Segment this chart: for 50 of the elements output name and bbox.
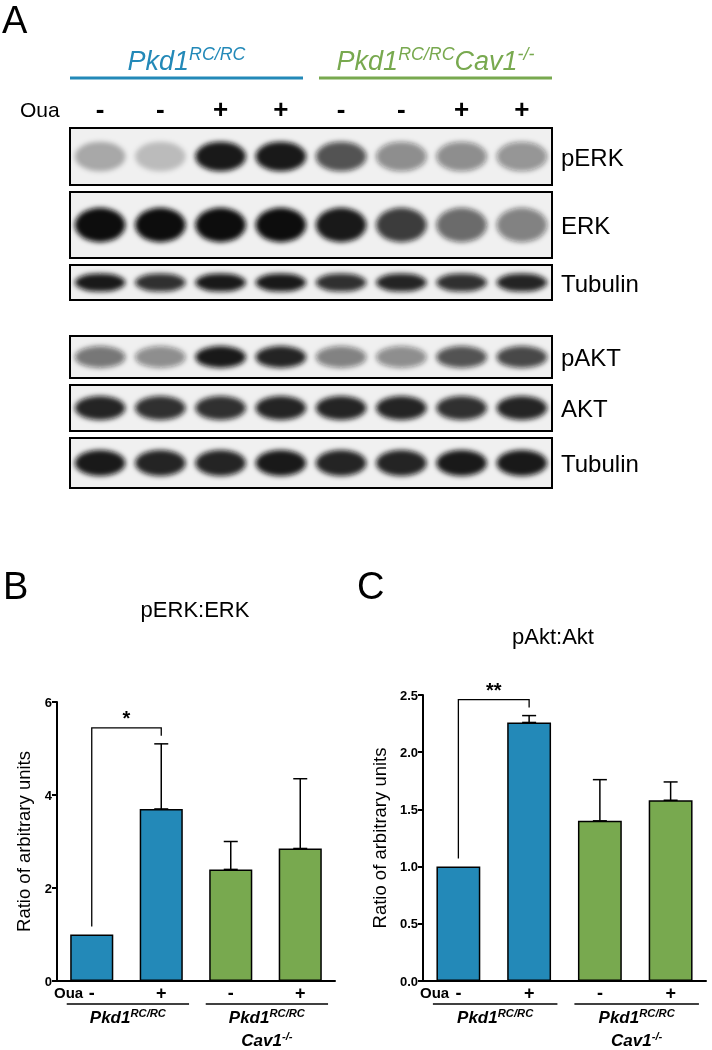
y-tick-label: 2 bbox=[44, 880, 52, 896]
x-axis-title: Oua bbox=[420, 984, 450, 1001]
y-tick-label: 0 bbox=[44, 973, 52, 989]
category-label: - bbox=[336, 94, 346, 124]
chart-title: pERK:ERK bbox=[140, 596, 250, 622]
y-axis-title: Ratio of arbitrary units bbox=[369, 747, 391, 929]
annotation: ** bbox=[485, 678, 502, 701]
category-label: AKT bbox=[561, 394, 608, 422]
y-tick-label: 1.0 bbox=[399, 859, 418, 875]
series-label: Pkd1$^{RC/RC}$ Cav1$^{-/-}$ bbox=[598, 1006, 676, 1050]
series-label: Pkd1$^{RC/RC}$ Cav1$^{-/-}$ bbox=[228, 1006, 306, 1050]
category-label: pAKT bbox=[561, 343, 622, 371]
category-label: - bbox=[95, 94, 105, 124]
category-label: Tubulin bbox=[561, 269, 639, 296]
x-tick-label: - bbox=[455, 983, 462, 1003]
y-tick-label: 4 bbox=[44, 787, 53, 803]
x-axis-title: Oua bbox=[54, 984, 84, 1001]
x-tick-label: + bbox=[294, 983, 306, 1003]
y-tick-label: 6 bbox=[44, 694, 52, 710]
text: A bbox=[2, 0, 28, 41]
chart-title: pAkt:Akt bbox=[512, 623, 594, 649]
x-tick-label: + bbox=[155, 983, 167, 1003]
y-tick-label: 2.5 bbox=[399, 687, 418, 703]
y-tick-label: 2.0 bbox=[399, 744, 418, 760]
category-label: pERK bbox=[561, 143, 624, 170]
text: Pkd1$^{RC/RC}$ bbox=[127, 43, 246, 76]
annotation: * bbox=[122, 706, 131, 729]
category-label: + bbox=[273, 94, 289, 124]
x-tick-label: - bbox=[88, 983, 95, 1003]
category-label: Tubulin bbox=[561, 449, 639, 477]
x-tick-label: + bbox=[665, 983, 676, 1003]
series-label: Pkd1$^{RC/RC}$ bbox=[89, 1006, 167, 1027]
y-tick-label: 0.0 bbox=[399, 973, 418, 989]
x-tick-label: - bbox=[227, 983, 234, 1003]
category-label: + bbox=[213, 94, 229, 124]
y-axis-title: Ratio of arbitrary units bbox=[13, 751, 34, 932]
category-label: - bbox=[156, 94, 165, 124]
y-tick-label: 1.5 bbox=[399, 801, 418, 817]
category-label: ERK bbox=[561, 211, 611, 239]
series-label: Pkd1$^{RC/RC}$ bbox=[457, 1006, 535, 1027]
text: Pkd1$^{RC/RC}$Cav1$^{-/-}$ bbox=[336, 43, 535, 76]
text: Oua bbox=[20, 98, 61, 121]
text: C bbox=[357, 565, 385, 607]
category-label: - bbox=[397, 94, 406, 124]
text: B bbox=[3, 565, 29, 607]
category-label: + bbox=[514, 94, 530, 124]
x-tick-label: - bbox=[596, 983, 603, 1003]
category-label: + bbox=[454, 94, 470, 124]
y-tick-label: 0.5 bbox=[399, 916, 418, 932]
x-tick-label: + bbox=[523, 983, 535, 1003]
